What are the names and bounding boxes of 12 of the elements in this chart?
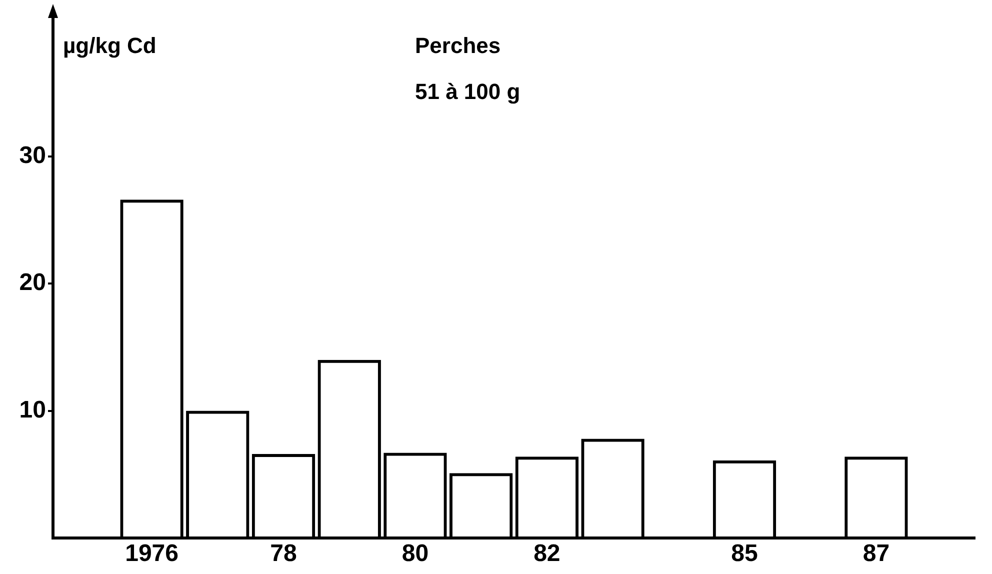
x-tick-label: 78 — [270, 540, 297, 568]
y-tick-label: 10 — [19, 396, 46, 424]
x-tick-label: 85 — [731, 540, 758, 568]
x-tick-label: 1976 — [125, 540, 178, 568]
y-axis-title: µg/kg Cd — [63, 33, 156, 58]
y-tick-label: 30 — [19, 142, 46, 169]
y-tick-label: 20 — [19, 269, 46, 296]
text: Perches — [415, 33, 501, 58]
text: 51 à 100 g — [415, 79, 520, 104]
x-tick-label: 87 — [862, 540, 890, 568]
x-tick-label: 80 — [402, 540, 429, 568]
x-tick-label: 82 — [534, 540, 560, 568]
